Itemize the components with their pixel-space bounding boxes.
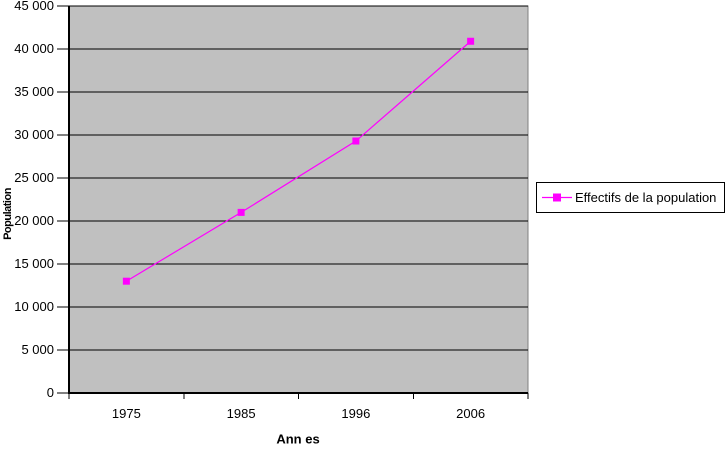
legend-swatch-marker	[553, 193, 561, 202]
y-tick-label: 40 000	[14, 41, 54, 56]
data-point-marker	[237, 208, 245, 216]
y-tick-label: 45 000	[14, 0, 54, 13]
series-line	[126, 40, 472, 282]
y-tick-label: 25 000	[14, 170, 54, 185]
y-axis-title: Population	[2, 188, 14, 240]
legend: Effectifs de la population	[536, 182, 725, 213]
legend-label: Effectifs de la population	[575, 190, 717, 205]
y-tick-label: 20 000	[14, 213, 54, 228]
x-tick-label: 2006	[456, 406, 485, 421]
y-tick-label: 10 000	[14, 299, 54, 314]
y-tick-label: 35 000	[14, 84, 54, 99]
y-tick-label: 30 000	[14, 127, 54, 142]
y-tick-label: 5 000	[21, 342, 54, 357]
plot-area	[68, 5, 529, 394]
y-tick-label: 15 000	[14, 256, 54, 271]
x-tick-label: 1996	[341, 406, 370, 421]
data-point-marker	[352, 137, 360, 145]
x-tick-label: 1975	[112, 406, 141, 421]
data-point-marker	[467, 37, 475, 45]
y-tick-label: 0	[47, 385, 54, 400]
x-axis-title: Ann es	[276, 431, 320, 447]
legend-swatch	[542, 193, 572, 202]
data-point-marker	[122, 277, 130, 285]
x-tick-label: 1985	[227, 406, 256, 421]
